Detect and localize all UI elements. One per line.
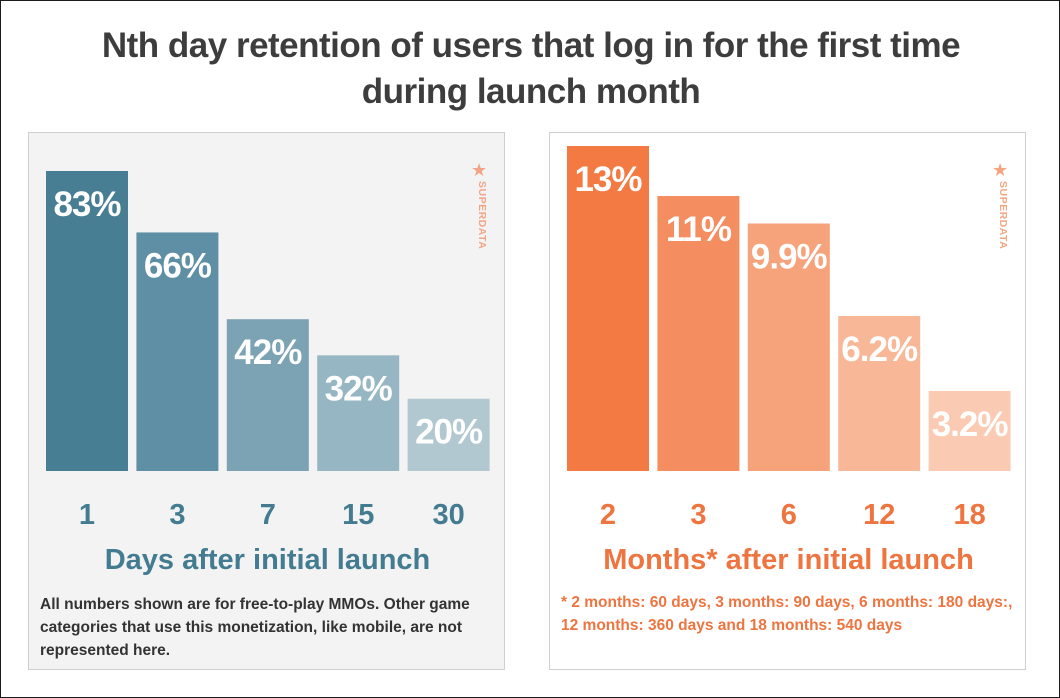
months-bar-6: [747, 223, 830, 471]
months-tick-label-6: 6: [781, 499, 797, 531]
months-bar-12: [838, 316, 921, 471]
days-data-label-1: 83%: [53, 185, 121, 224]
days-data-label-30: 20%: [415, 413, 483, 452]
months-data-label-6: 9.9%: [751, 238, 828, 277]
superdata-watermark: ★ SUPERDATA: [990, 161, 1010, 261]
days-tick-label-3: 3: [169, 499, 185, 531]
days-tick-label-7: 7: [260, 499, 276, 531]
months-x-axis-label: Months* after initial launch: [603, 544, 974, 576]
days-x-axis-label: Days after initial launch: [105, 544, 431, 576]
months-retention-panel: 13% 2 11% 3 9.9% 6 6.2% 12 3.2% 18 Months* after i…: [549, 132, 1026, 670]
watermark-text: SUPERDATA: [476, 181, 488, 250]
months-bar-2: [567, 146, 649, 471]
watermark-text: SUPERDATA: [997, 181, 1009, 250]
days-bar-3: [136, 232, 219, 471]
months-footnote: * 2 months: 60 days, 3 months: 90 days, …: [561, 594, 1013, 634]
months-tick-label-3: 3: [690, 499, 706, 531]
months-data-label-12: 6.2%: [841, 330, 918, 369]
days-data-label-15: 32%: [325, 369, 393, 408]
days-data-label-7: 42%: [234, 333, 302, 372]
months-data-label-3: 11%: [666, 210, 732, 249]
months-bar-18: [928, 391, 1011, 471]
days-bar-1: [46, 171, 128, 471]
days-bar-7: [226, 319, 309, 471]
days-bar-15: [317, 355, 400, 471]
months-retention-chart: 13% 2 11% 3 9.9% 6 6.2% 12 3.2% 18 Months* after i…: [567, 146, 1011, 576]
star-icon: ★: [992, 160, 1009, 180]
days-tick-label-15: 15: [342, 499, 374, 531]
months-tick-label-18: 18: [953, 499, 985, 531]
days-retention-panel: 83% 1 66% 3 42% 7 32% 15 20% 30 Days after initial…: [28, 132, 505, 670]
title-line-2: during launch month: [361, 72, 701, 111]
days-data-label-3: 66%: [144, 246, 212, 285]
title-line-1: Nth day retention of users that log in f…: [101, 26, 961, 65]
days-tick-label-1: 1: [79, 499, 95, 531]
months-tick-label-12: 12: [863, 499, 895, 531]
days-bar-30: [407, 398, 490, 471]
months-bar-3: [657, 196, 740, 471]
months-tick-label-2: 2: [600, 499, 616, 531]
superdata-watermark: ★ SUPERDATA: [469, 161, 489, 261]
months-data-label-18: 3.2%: [932, 405, 1009, 444]
days-tick-label-30: 30: [432, 499, 464, 531]
star-icon: ★: [471, 160, 488, 180]
page-title: Nth day retention of users that log in f…: [1, 23, 1060, 115]
months-data-label-2: 13%: [574, 160, 642, 199]
days-footnote: All numbers shown are for free-to-play M…: [40, 596, 470, 659]
